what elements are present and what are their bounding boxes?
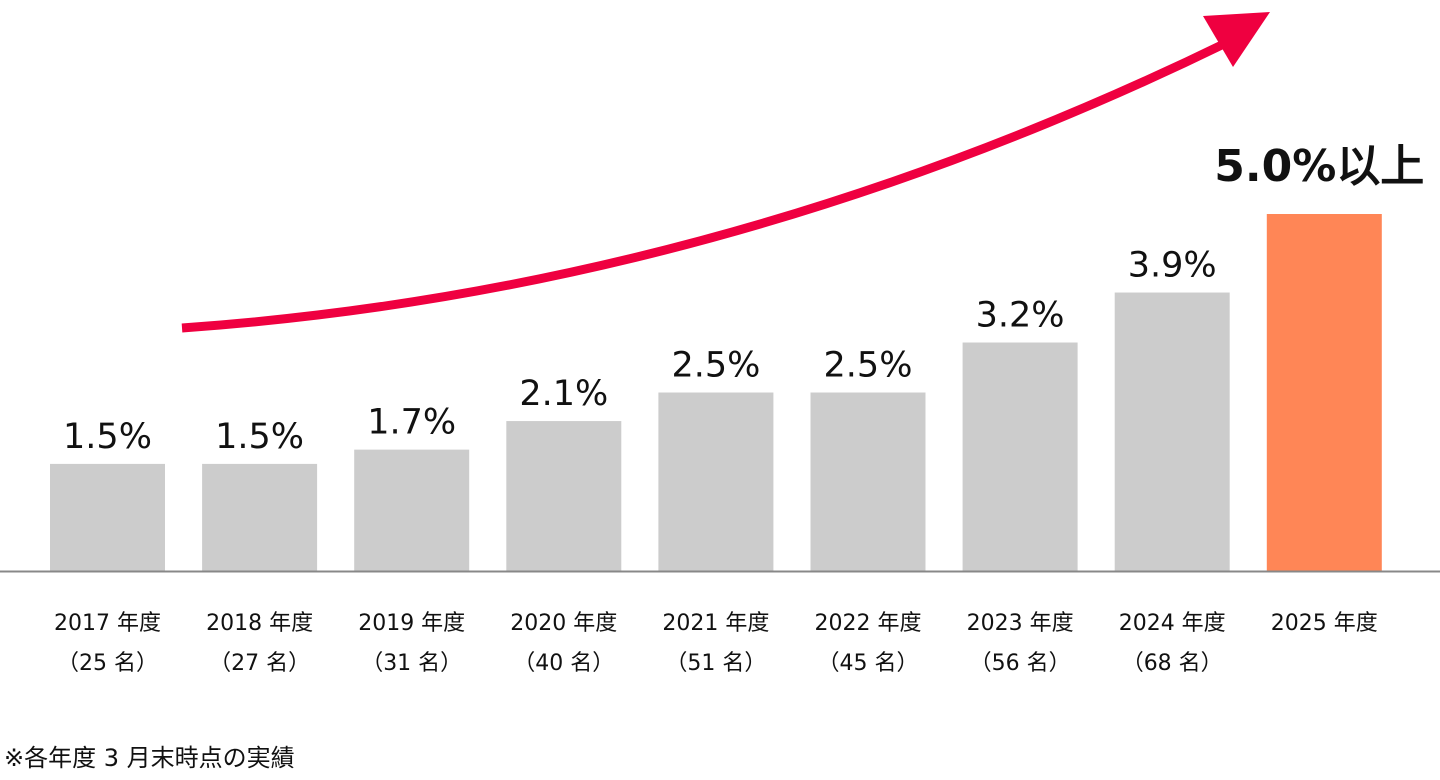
- bar-8: [1266, 214, 1382, 571]
- bar-4: [658, 392, 774, 571]
- x-tick-label-3: 2020 年度: [510, 611, 617, 636]
- bar-7: [1114, 292, 1230, 571]
- x-tick-label-2: 2019 年度: [358, 611, 465, 636]
- data-label-8: 5.0%以上: [1214, 141, 1424, 192]
- data-label-7: 3.9%: [1128, 246, 1217, 286]
- x-tick-label-7: 2024 年度: [1119, 611, 1226, 636]
- x-tick-label-8: 2025 年度: [1271, 611, 1378, 636]
- x-tick-label-5: 2022 年度: [815, 611, 922, 636]
- data-label-1: 1.5%: [215, 417, 304, 457]
- bar-5: [810, 392, 926, 571]
- data-label-0: 1.5%: [63, 417, 152, 457]
- bar-1: [202, 463, 318, 571]
- bar-3: [506, 421, 622, 571]
- x-sublabel-6: （56 名）: [970, 651, 1071, 676]
- data-label-2: 1.7%: [367, 403, 456, 443]
- x-sublabel-4: （51 名）: [665, 651, 766, 676]
- x-tick-label-1: 2018 年度: [206, 611, 313, 636]
- x-sublabel-1: （27 名）: [209, 651, 310, 676]
- x-sublabel-0: （25 名）: [57, 651, 158, 676]
- footnote: ※各年度 3 月末時点の実績: [4, 744, 295, 772]
- data-label-6: 3.2%: [976, 296, 1065, 336]
- x-tick-label-4: 2021 年度: [662, 611, 769, 636]
- bar-2: [354, 449, 470, 571]
- x-tick-label-6: 2023 年度: [967, 611, 1074, 636]
- bar-0: [50, 463, 165, 571]
- data-label-5: 2.5%: [824, 346, 913, 386]
- data-label-4: 2.5%: [671, 346, 760, 386]
- x-sublabel-7: （68 名）: [1122, 651, 1223, 676]
- data-label-3: 2.1%: [519, 374, 608, 414]
- x-sublabel-2: （31 名）: [361, 651, 462, 676]
- x-sublabel-5: （45 名）: [818, 651, 919, 676]
- bar-6: [962, 342, 1078, 571]
- trend-arrow-line: [181, 37, 1230, 333]
- x-tick-label-0: 2017 年度: [54, 611, 161, 636]
- x-sublabel-3: （40 名）: [513, 651, 614, 676]
- trend-arrow-head: [1203, 12, 1270, 67]
